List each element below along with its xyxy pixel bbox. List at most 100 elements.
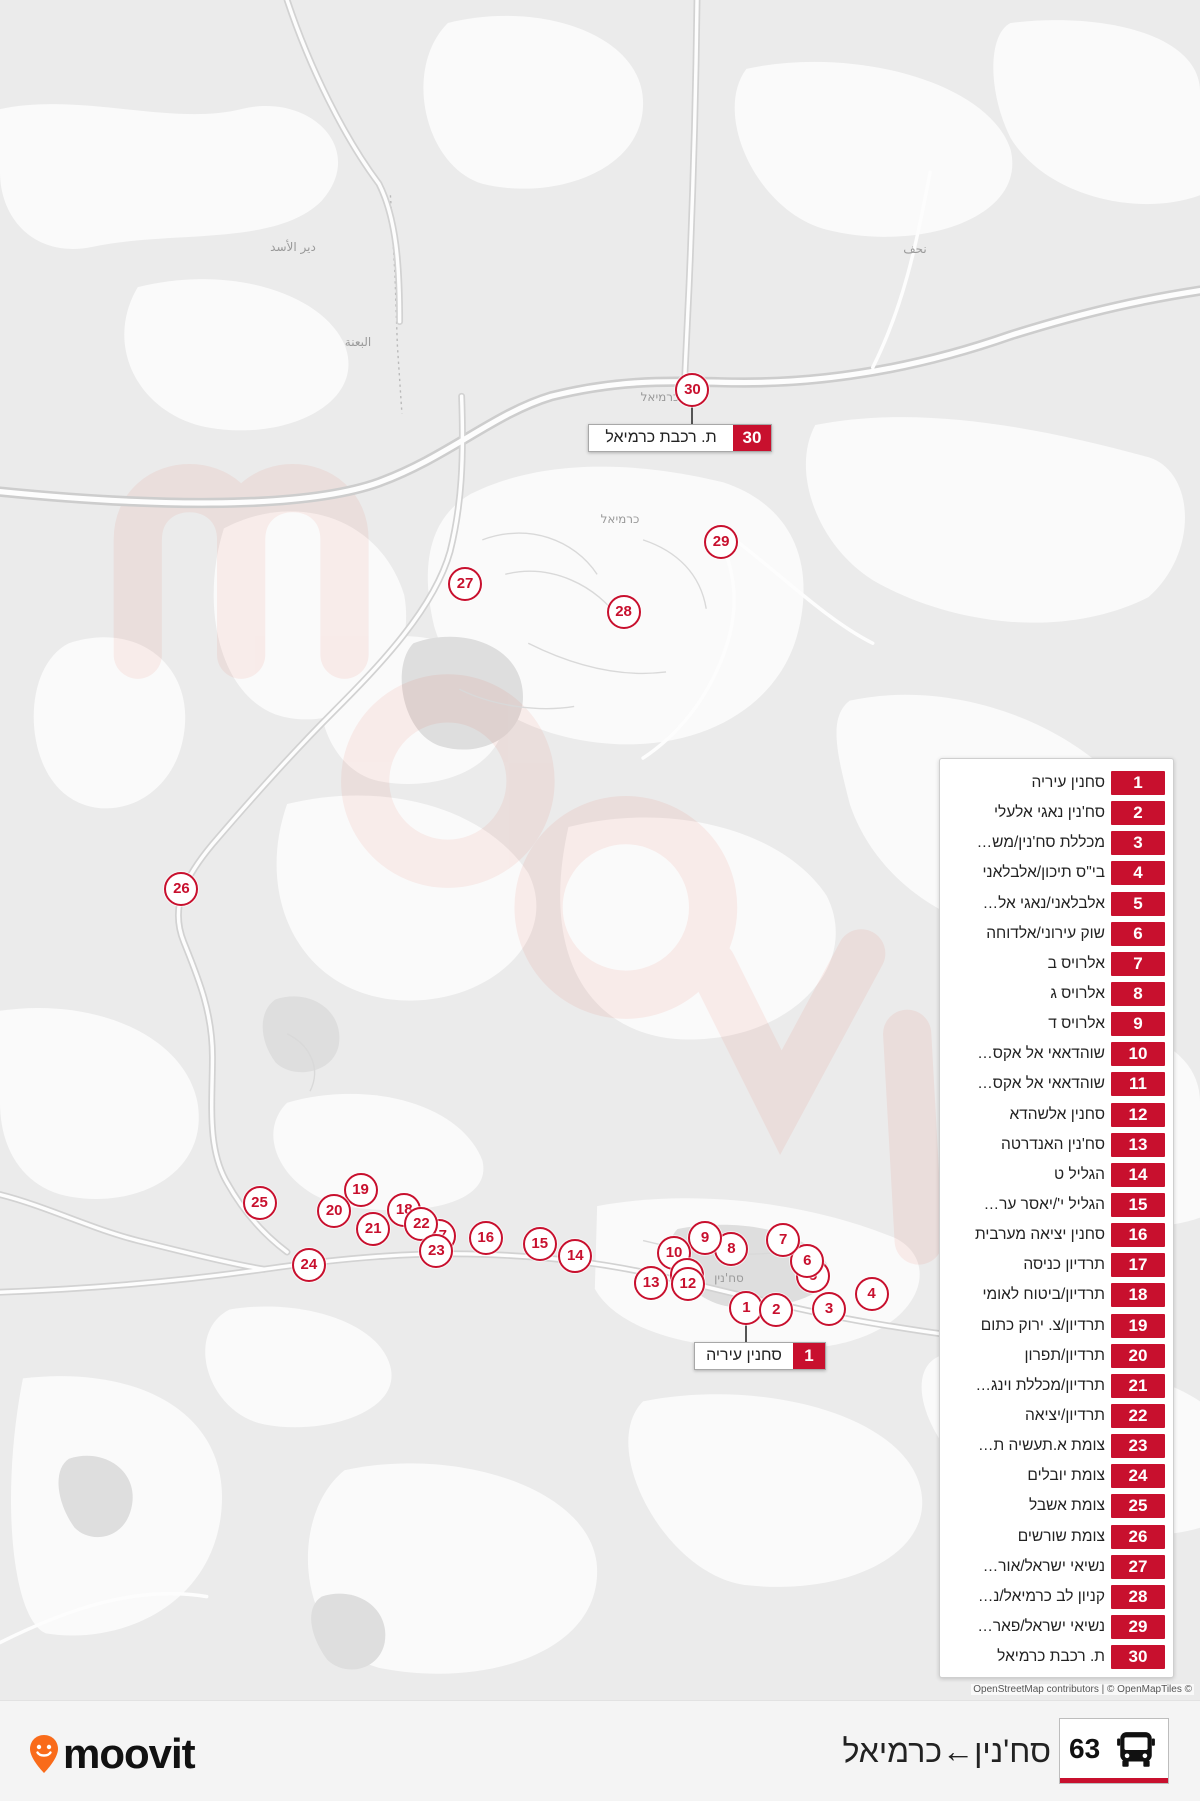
legend-stop-number: 12	[1111, 1102, 1165, 1127]
place-label-karmiel-north: כרמיאל	[640, 390, 680, 404]
legend-row[interactable]: צומת שורשים 26	[948, 1522, 1165, 1552]
legend-row[interactable]: תרדיון/מכללת וינג… 21	[948, 1371, 1165, 1401]
legend-stop-name: אלרויס ב	[1047, 954, 1105, 972]
stop-marker-12[interactable]: 12	[670, 1266, 705, 1301]
legend-row[interactable]: הגליל י'/יאסר ער… 15	[948, 1190, 1165, 1220]
legend-row[interactable]: שוק עירוני/אלדוחה 6	[948, 919, 1165, 949]
legend-stop-name: שוהדאאי אל אקס…	[977, 1075, 1105, 1093]
legend-row[interactable]: צומת אשבל 25	[948, 1491, 1165, 1521]
stop-marker-4[interactable]: 4	[854, 1277, 889, 1312]
legend-stop-number: 29	[1111, 1615, 1165, 1639]
legend-stop-name: צומת שורשים	[1017, 1527, 1105, 1545]
stop-marker-16[interactable]: 16	[468, 1220, 503, 1255]
callout-stop-1[interactable]: סחנין עיריה 1	[694, 1342, 826, 1370]
stop-marker-23[interactable]: 23	[419, 1233, 454, 1268]
callout-connector-1	[745, 1322, 747, 1343]
legend-stop-number: 19	[1111, 1313, 1165, 1338]
stop-marker-26[interactable]: 26	[164, 871, 199, 906]
legend-stop-name: אלרויס ד	[1048, 1015, 1105, 1033]
stop-marker-13[interactable]: 13	[634, 1265, 669, 1300]
legend-row[interactable]: שוהדאאי אל אקס… 10	[948, 1039, 1165, 1069]
legend-row[interactable]: מכללת סח'נין/מש… 3	[948, 828, 1165, 858]
legend-row[interactable]: סחנין עיריה 1	[948, 768, 1165, 798]
stop-marker-8[interactable]: 8	[714, 1232, 749, 1267]
map-attribution[interactable]: OpenStreetMap contributors | © OpenMapTi…	[971, 1684, 1194, 1695]
legend-row[interactable]: אלרויס ג 8	[948, 979, 1165, 1009]
stop-marker-19[interactable]: 19	[343, 1172, 378, 1207]
moovit-logo[interactable]: moovit	[29, 1731, 196, 1777]
callout-stop-name: ת. רכבת כרמיאל	[605, 429, 717, 446]
legend-stop-number: 4	[1111, 861, 1165, 886]
legend-row[interactable]: שוהדאאי אל אקס… 11	[948, 1069, 1165, 1099]
place-label-deir-al-asad: دير الأسد	[270, 240, 316, 254]
legend-row[interactable]: סח'נין האנדרטה 13	[948, 1130, 1165, 1160]
stop-marker-3[interactable]: 3	[812, 1292, 847, 1327]
legend-row[interactable]: צומת א.תעשיה ת… 23	[948, 1431, 1165, 1461]
legend-row[interactable]: הגליל ט 14	[948, 1160, 1165, 1190]
legend-stop-name: תרדיון/ביטוח לאומי	[982, 1286, 1105, 1304]
stop-marker-1[interactable]: 1	[729, 1290, 764, 1325]
legend-row[interactable]: תרדיון/צ. ירוק כתום 19	[948, 1311, 1165, 1341]
stop-marker-24[interactable]: 24	[291, 1248, 326, 1283]
legend-row[interactable]: סחנין יציאה מערבית 16	[948, 1220, 1165, 1250]
stop-marker-28[interactable]: 28	[606, 595, 641, 630]
legend-row[interactable]: אלרויס ד 9	[948, 1009, 1165, 1039]
place-label-karmiel: כרמיאל	[600, 512, 640, 526]
callout-stop-number: 1	[793, 1343, 825, 1369]
route-badge[interactable]: 63	[1059, 1718, 1169, 1784]
stop-marker-2[interactable]: 2	[759, 1293, 794, 1328]
legend-row[interactable]: בי"ס תיכון/אלבלאני 4	[948, 858, 1165, 888]
legend-stop-number: 18	[1111, 1283, 1165, 1308]
legend-stop-number: 9	[1111, 1012, 1165, 1037]
stop-marker-20[interactable]: 20	[317, 1194, 352, 1229]
legend-stop-name: תרדיון/מכללת וינג…	[975, 1376, 1105, 1394]
stop-marker-25[interactable]: 25	[242, 1186, 277, 1221]
legend-stop-name: צומת יובלים	[1027, 1467, 1105, 1485]
stop-markers-layer: 1234567891011121314151617181920212223242…	[164, 373, 889, 1328]
legend-stop-name: סחנין יציאה מערבית	[974, 1226, 1105, 1244]
legend-row[interactable]: נשיאי ישראל/אור… 27	[948, 1552, 1165, 1582]
legend-row[interactable]: אלבלאני/נאגי אל… 5	[948, 889, 1165, 919]
legend-row[interactable]: נשיאי ישראל/פאר… 29	[948, 1612, 1165, 1642]
legend-stop-number: 25	[1111, 1494, 1165, 1519]
legend-stop-number: 3	[1111, 831, 1165, 856]
legend-stop-name: סח'נין האנדרטה	[1001, 1135, 1105, 1153]
legend-stop-name: סחנין אלשהדא	[1009, 1105, 1105, 1123]
legend-row[interactable]: צומת יובלים 24	[948, 1461, 1165, 1491]
legend-stop-number: 8	[1111, 982, 1165, 1007]
legend-row[interactable]: קניון לב כרמיאל/נ… 28	[948, 1582, 1165, 1612]
place-label-sakhnin: סח'נין	[714, 1271, 744, 1285]
legend-row[interactable]: תרדיון/תפרון 20	[948, 1341, 1165, 1371]
legend-stop-number: 16	[1111, 1223, 1165, 1248]
legend-row[interactable]: אלרויס ב 7	[948, 949, 1165, 979]
moovit-pin-icon	[30, 1735, 58, 1773]
legend-row[interactable]: סחנין אלשהדא 12	[948, 1100, 1165, 1130]
legend-row[interactable]: סח'נין נאגי אלעלי 2	[948, 798, 1165, 828]
legend-row[interactable]: תרדיון כניסה 17	[948, 1250, 1165, 1280]
legend-stop-name: קניון לב כרמיאל/נ…	[977, 1587, 1105, 1605]
stop-marker-21[interactable]: 21	[356, 1211, 391, 1246]
legend-stop-name: אלרויס ג	[1050, 985, 1105, 1003]
callout-stop-name: סחנין עיריה	[706, 1347, 782, 1364]
legend-stop-name: סחנין עיריה	[1031, 774, 1105, 792]
stop-marker-7[interactable]: 7	[766, 1223, 801, 1258]
callout-stop-30[interactable]: ת. רכבת כרמיאל 30	[588, 424, 772, 452]
legend-stop-number: 7	[1111, 951, 1165, 976]
legend-row[interactable]: תרדיון/יציאה 22	[948, 1401, 1165, 1431]
stop-marker-29[interactable]: 29	[704, 525, 739, 559]
stop-marker-15[interactable]: 15	[522, 1226, 557, 1261]
legend-stop-name: סח'נין נאגי אלעלי	[994, 804, 1105, 822]
route-title: סח'נין←כרמיאל	[842, 1733, 1051, 1769]
bus-icon	[1117, 1732, 1155, 1767]
stop-marker-14[interactable]: 14	[558, 1239, 593, 1274]
legend-stop-number: 22	[1111, 1404, 1165, 1429]
legend-stop-number: 5	[1111, 891, 1165, 916]
legend-row[interactable]: ת. רכבת כרמיאל 30	[948, 1642, 1165, 1672]
legend-row[interactable]: תרדיון/ביטוח לאומי 18	[948, 1280, 1165, 1310]
stop-marker-30[interactable]: 30	[675, 373, 710, 408]
stop-marker-27[interactable]: 27	[448, 567, 483, 602]
legend-stop-number: 23	[1111, 1434, 1165, 1459]
legend-stop-name: ת. רכבת כרמיאל	[997, 1648, 1105, 1666]
legend-stop-number: 24	[1111, 1464, 1165, 1489]
stop-marker-9[interactable]: 9	[688, 1220, 723, 1255]
